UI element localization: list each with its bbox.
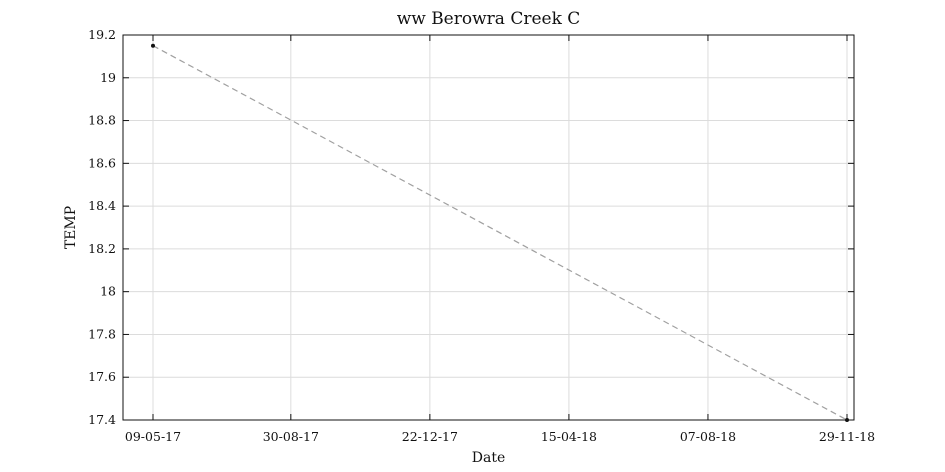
plot-frame (122, 34, 855, 421)
y-tick-label: 18.4 (88, 198, 116, 213)
x-tick-label: 15-04-18 (541, 429, 597, 444)
y-axis-label: TEMP (63, 206, 79, 249)
series-1 (151, 43, 849, 422)
x-tick-label: 09-05-17 (125, 429, 181, 444)
y-tick-label: 17.8 (88, 326, 116, 341)
y-tick-label: 19 (100, 70, 116, 85)
series-line (152, 45, 848, 421)
y-tick-label: 17.6 (88, 369, 116, 384)
y-tick-label: 19.2 (88, 27, 116, 42)
y-tick-label: 18.8 (88, 113, 116, 128)
chart-title: ww Berowra Creek C (397, 9, 581, 29)
y-tick-label: 18 (100, 284, 116, 299)
x-tick-label: 30-08-17 (263, 429, 319, 444)
x-axis-label: Date (472, 450, 505, 466)
axis-ticks: 09-05-17 30-08-17 22-12-17 15-04-18 07-08-18… (88, 27, 875, 444)
grid (123, 34, 854, 421)
y-tick-label: 18.6 (88, 155, 116, 170)
x-tick-label: 29-11-18 (819, 429, 875, 444)
x-tick-label: 22-12-17 (402, 429, 458, 444)
data-point (151, 43, 155, 48)
y-tick-label: 18.2 (88, 241, 116, 256)
y-tick-label: 17.4 (88, 412, 116, 427)
x-tick-label: 07-08-18 (680, 429, 736, 444)
